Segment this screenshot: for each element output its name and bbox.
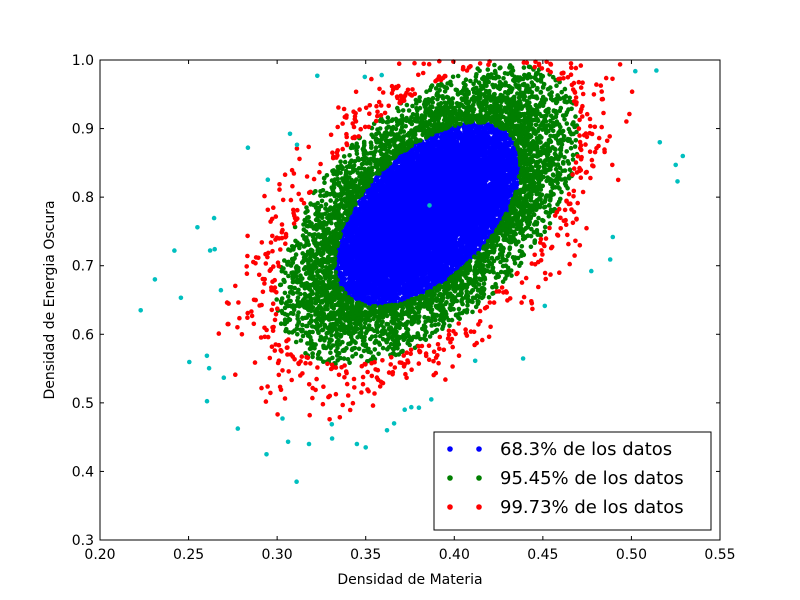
points-layer	[138, 58, 686, 485]
series-0	[333, 120, 523, 308]
